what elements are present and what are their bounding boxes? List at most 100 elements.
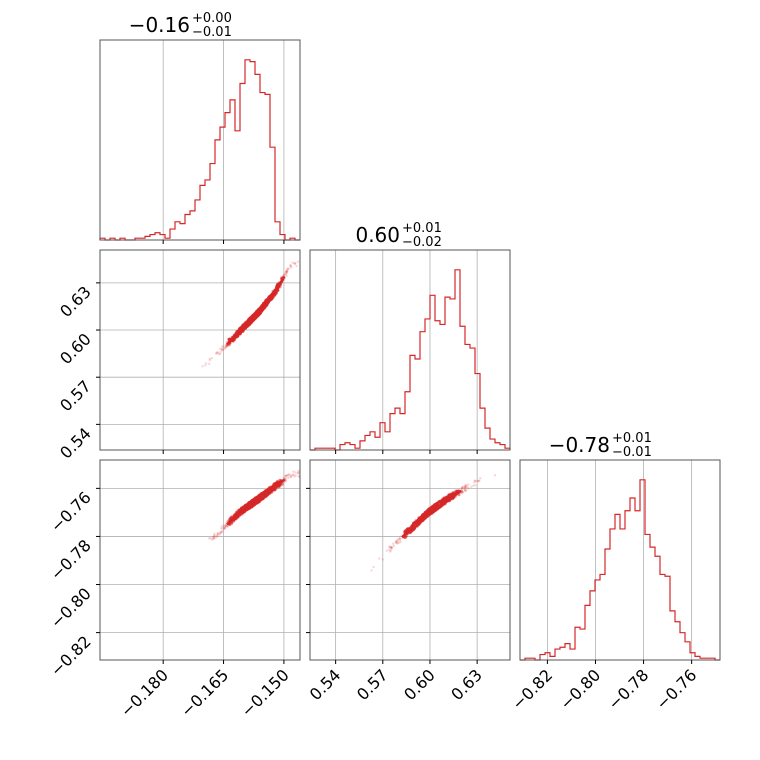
scatter-points	[208, 469, 308, 541]
scatter-point	[224, 524, 227, 527]
scatter-point	[284, 478, 287, 482]
scatter-point	[464, 486, 467, 489]
scatter-point	[225, 345, 228, 349]
scatter-point	[478, 479, 481, 483]
scatter-point	[216, 532, 220, 535]
scatter-point	[395, 540, 398, 543]
scatter-point	[302, 474, 304, 476]
panel-frame	[309, 459, 511, 661]
scatter-point	[285, 274, 288, 278]
contour-line	[226, 275, 286, 346]
y-tick-label: −0.76	[47, 488, 95, 536]
scatter-point	[220, 346, 224, 349]
scatter-point	[385, 549, 388, 552]
scatter-point	[465, 484, 468, 487]
scatter-point	[303, 474, 305, 476]
scatter-point	[216, 532, 220, 535]
scatter-point	[210, 357, 214, 360]
scatter-point	[285, 271, 288, 275]
scatter-point	[213, 534, 216, 537]
x-tick-label: −0.78	[604, 665, 652, 713]
scatter-point	[370, 569, 373, 572]
scatter-point	[221, 344, 224, 348]
scatter-point	[293, 475, 296, 478]
scatter-point	[285, 271, 288, 274]
scatter-point	[218, 352, 222, 355]
scatter-point	[304, 265, 306, 267]
scatter-point	[216, 350, 219, 354]
scatter-point	[220, 531, 223, 534]
scatter-point	[463, 485, 466, 488]
scatter-point	[463, 486, 467, 489]
scatter-point	[294, 474, 297, 477]
x-tick-label: −0.150	[237, 665, 292, 720]
scatter-point	[282, 476, 286, 479]
scatter-point	[396, 542, 399, 545]
scatter-point	[390, 546, 394, 549]
scatter-point	[466, 486, 469, 489]
scatter-point	[460, 489, 464, 493]
scatter-point	[288, 473, 292, 477]
scatter-point	[473, 481, 476, 484]
scatter-point	[479, 477, 482, 480]
scatter-point	[212, 534, 216, 538]
scatter-panel-2-3	[310, 460, 510, 660]
scatter-point	[223, 527, 226, 530]
scatter-point	[216, 533, 219, 536]
scatter-point	[394, 541, 397, 545]
hist-panel-2	[310, 250, 511, 451]
scatter-point	[213, 535, 216, 539]
scatter-point	[224, 524, 227, 527]
scatter-point	[291, 261, 294, 264]
scatter-point	[224, 347, 227, 350]
scatter-point	[225, 525, 228, 528]
scatter-point	[222, 524, 225, 527]
scatter-point	[395, 540, 398, 543]
x-tick-label: 0.57	[353, 665, 392, 704]
scatter-point	[388, 545, 391, 548]
scatter-point	[392, 544, 396, 548]
scatter-point	[285, 270, 289, 273]
title-value: −0.78	[549, 433, 610, 457]
scatter-point	[297, 469, 300, 473]
scatter-point	[372, 565, 375, 569]
scatter-point	[461, 490, 464, 494]
scatter-point	[223, 527, 226, 530]
scatter-point	[221, 527, 224, 530]
scatter-point	[284, 474, 288, 477]
title-upper-error: +0.00	[192, 11, 232, 26]
scatter-point	[431, 507, 435, 511]
scatter-point	[225, 344, 229, 348]
scatter-point	[306, 474, 308, 476]
scatter-point	[388, 550, 392, 553]
y-tick-label: 0.63	[56, 282, 95, 321]
scatter-point	[300, 475, 302, 477]
x-tick-label: −0.80	[556, 665, 604, 713]
scatter-point	[377, 557, 381, 560]
scatter-point	[225, 525, 228, 528]
scatter-point	[221, 348, 225, 351]
scatter-point	[285, 474, 288, 477]
title-upper-error: +0.01	[402, 221, 442, 236]
scatter-point	[391, 542, 395, 546]
contour-line	[226, 275, 286, 346]
scatter-point	[287, 472, 290, 476]
scatter-point	[464, 485, 467, 488]
scatter-point	[223, 525, 226, 529]
panel-frame	[309, 249, 511, 451]
scatter-point	[291, 474, 295, 477]
scatter-points	[370, 474, 497, 572]
scatter-point	[473, 479, 477, 483]
scatter-point	[398, 537, 402, 540]
scatter-point	[398, 539, 402, 542]
scatter-point	[211, 538, 214, 541]
y-tick-label: 0.54	[56, 424, 95, 463]
x-tick-label: −0.165	[177, 665, 232, 720]
scatter-point	[389, 546, 393, 549]
scatter-point	[218, 352, 221, 356]
x-tick-label: −0.76	[652, 665, 700, 713]
scatter-point	[209, 537, 212, 540]
scatter-point	[296, 471, 299, 475]
scatter-point	[219, 527, 223, 530]
